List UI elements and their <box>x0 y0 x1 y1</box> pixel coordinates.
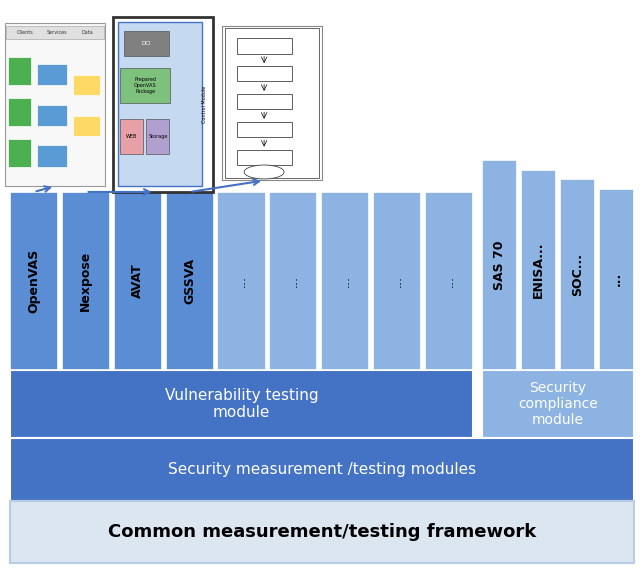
Bar <box>560 179 595 370</box>
Bar <box>10 438 634 501</box>
Text: AVAT: AVAT <box>131 264 144 298</box>
Bar <box>237 66 292 81</box>
Text: Security
compliance
module: Security compliance module <box>518 381 598 427</box>
Bar <box>5 23 105 186</box>
Ellipse shape <box>244 165 284 179</box>
Bar <box>113 192 162 370</box>
Bar <box>8 139 31 167</box>
Bar <box>62 192 109 370</box>
Bar <box>237 150 292 165</box>
Text: Prepared
OpenVAS
Package: Prepared OpenVAS Package <box>134 77 156 93</box>
Bar <box>73 75 100 95</box>
Bar <box>269 192 317 370</box>
Bar <box>237 38 292 54</box>
Bar <box>222 26 322 180</box>
Bar <box>37 64 67 85</box>
Bar <box>425 192 473 370</box>
Bar <box>10 501 634 563</box>
Text: Clients: Clients <box>17 30 33 35</box>
Text: Security measurement /testing modules: Security measurement /testing modules <box>168 462 476 477</box>
Bar <box>520 170 556 370</box>
Bar <box>598 189 634 370</box>
Text: WEB: WEB <box>126 134 138 139</box>
Text: Common measurement/testing framework: Common measurement/testing framework <box>108 523 536 541</box>
Text: Data: Data <box>81 30 93 35</box>
Bar <box>146 119 169 154</box>
Text: Services: Services <box>47 30 68 35</box>
Text: ...: ... <box>235 275 248 286</box>
Bar <box>218 192 265 370</box>
Bar <box>120 119 144 154</box>
Bar <box>73 116 100 136</box>
Bar <box>10 370 473 438</box>
Bar <box>37 104 67 126</box>
Text: Nexpose: Nexpose <box>79 250 92 311</box>
Text: Control Module: Control Module <box>202 86 207 123</box>
Text: SAS 70: SAS 70 <box>493 240 506 290</box>
Bar <box>8 57 31 85</box>
Text: Vulnerability testing
module: Vulnerability testing module <box>165 388 318 420</box>
Text: ...: ... <box>339 275 352 286</box>
Bar <box>113 17 213 192</box>
Text: ...: ... <box>287 275 300 286</box>
Bar <box>482 370 634 438</box>
Bar <box>482 160 517 370</box>
Bar <box>237 121 292 137</box>
Bar <box>6 26 104 39</box>
Bar <box>166 192 214 370</box>
Bar <box>8 98 31 126</box>
Text: ...: ... <box>610 272 623 286</box>
Text: GSSVA: GSSVA <box>183 258 196 304</box>
Bar <box>120 68 170 103</box>
Text: ...: ... <box>443 275 456 286</box>
Text: DCI: DCI <box>142 41 151 46</box>
Text: OpenVAS: OpenVAS <box>27 249 40 313</box>
Bar <box>321 192 370 370</box>
Text: Storage: Storage <box>148 134 167 139</box>
Bar <box>237 94 292 109</box>
Text: ...: ... <box>391 275 404 286</box>
Bar <box>10 192 58 370</box>
Bar <box>124 31 169 56</box>
Bar <box>37 146 67 167</box>
Bar <box>118 22 202 186</box>
Text: SOC...: SOC... <box>571 253 584 296</box>
Text: ENISA...: ENISA... <box>532 241 545 298</box>
Bar <box>374 192 421 370</box>
Bar <box>225 28 319 178</box>
